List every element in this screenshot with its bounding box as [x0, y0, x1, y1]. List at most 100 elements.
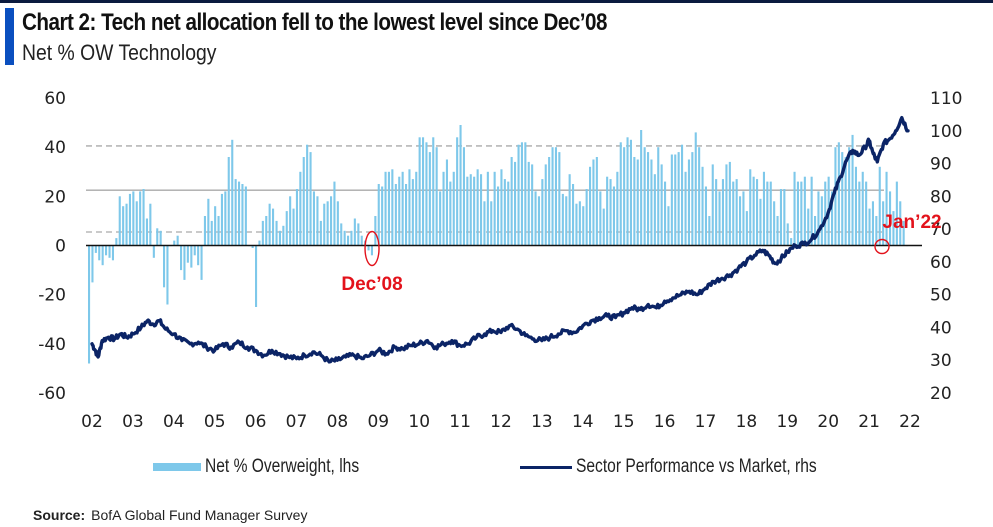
- bar: [657, 147, 660, 246]
- bar: [623, 147, 626, 246]
- bar: [595, 157, 598, 246]
- bar: [561, 193, 564, 246]
- bar: [871, 201, 874, 246]
- bar: [381, 186, 384, 246]
- bar: [786, 223, 789, 246]
- bar: [231, 139, 234, 246]
- bar: [292, 208, 295, 246]
- bar: [899, 201, 902, 246]
- bar: [105, 245, 108, 256]
- bar: [115, 238, 118, 246]
- x-tick-label: 17: [695, 412, 717, 432]
- bar: [575, 203, 578, 246]
- bar: [180, 245, 183, 271]
- bar: [510, 157, 513, 246]
- bar: [299, 171, 302, 246]
- bar: [889, 191, 892, 246]
- bar: [241, 184, 244, 246]
- bar: [255, 245, 258, 307]
- bar: [848, 147, 851, 246]
- bar: [728, 161, 731, 246]
- bar: [473, 176, 476, 246]
- bar: [418, 137, 421, 246]
- sector-performance-line: [90, 116, 910, 364]
- bar: [541, 179, 544, 246]
- bar: [643, 147, 646, 246]
- right-tick-label: 90: [930, 155, 952, 175]
- bar: [633, 157, 636, 246]
- bar: [422, 137, 425, 246]
- x-tick-label: 03: [122, 412, 144, 432]
- bar: [152, 245, 155, 258]
- bar: [347, 235, 350, 246]
- bar: [861, 171, 864, 246]
- bar: [98, 245, 101, 261]
- bar: [139, 191, 142, 246]
- bar: [779, 189, 782, 246]
- bar: [197, 245, 200, 266]
- x-tick-label: 05: [204, 412, 226, 432]
- bar: [374, 216, 377, 246]
- bar: [128, 193, 131, 246]
- bar: [340, 223, 343, 246]
- bar: [411, 179, 414, 246]
- bar: [122, 206, 125, 246]
- bar: [527, 161, 530, 246]
- bar: [831, 191, 834, 246]
- jan22-highlight-circle: [874, 238, 890, 255]
- bar: [312, 191, 315, 246]
- bar: [858, 181, 861, 246]
- bar: [647, 152, 650, 246]
- bar: [544, 164, 547, 246]
- bar: [326, 201, 329, 246]
- x-tick-label: 09: [367, 412, 389, 432]
- bar: [735, 179, 738, 246]
- right-tick-label: 30: [930, 351, 952, 371]
- bar: [742, 191, 745, 246]
- bar: [640, 130, 643, 246]
- bar: [142, 189, 145, 246]
- bar: [882, 201, 885, 246]
- bar: [306, 144, 309, 246]
- left-axis-ticks: 60 40 20 0 -20 -40 -60: [38, 89, 66, 404]
- x-tick-label: 06: [245, 412, 267, 432]
- bar: [664, 181, 667, 246]
- bar: [343, 230, 346, 246]
- bar: [895, 181, 898, 246]
- bar: [514, 161, 517, 246]
- bar: [796, 181, 799, 246]
- bar: [238, 181, 241, 246]
- left-tick-label: -60: [38, 384, 66, 404]
- bar: [769, 181, 772, 246]
- bar: [357, 223, 360, 246]
- bar: [272, 208, 275, 246]
- bar: [289, 196, 292, 246]
- bar: [217, 216, 220, 246]
- bar: [391, 169, 394, 246]
- bar: [602, 208, 605, 246]
- x-tick-label: 02: [81, 412, 103, 432]
- bar: [163, 245, 166, 288]
- left-tick-label: 60: [44, 89, 66, 109]
- chart-title: Chart 2: Tech net allocation fell to the…: [22, 9, 607, 36]
- bar: [599, 191, 602, 246]
- bar: [892, 211, 895, 246]
- right-tick-label: 60: [930, 253, 952, 273]
- bar: [667, 206, 670, 246]
- x-tick-label: 08: [327, 412, 349, 432]
- bar: [490, 201, 493, 246]
- bar: [694, 132, 697, 246]
- bar: [278, 230, 281, 246]
- bar: [684, 171, 687, 246]
- bar: [739, 196, 742, 246]
- bar: [589, 166, 592, 246]
- right-tick-label: 110: [930, 89, 962, 109]
- bar: [336, 201, 339, 246]
- bar: [578, 201, 581, 246]
- bar: [220, 193, 223, 246]
- bar: [756, 179, 759, 246]
- bar: [752, 176, 755, 246]
- bar: [210, 220, 213, 246]
- bar: [261, 220, 264, 246]
- bar: [507, 181, 510, 246]
